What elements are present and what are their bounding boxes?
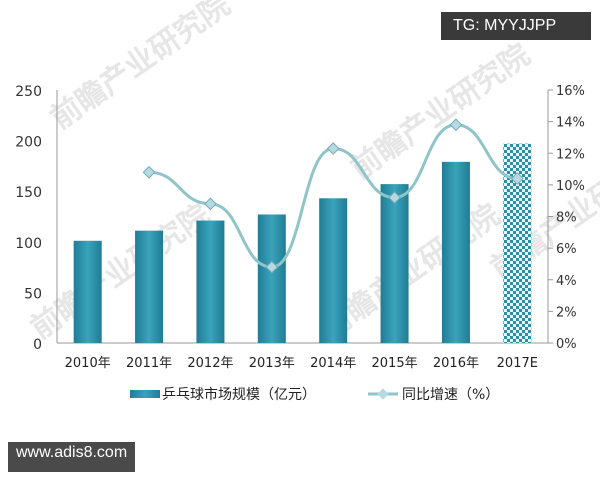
right-tick-label: 16% (556, 84, 585, 99)
growth-point (326, 142, 340, 155)
right-tick-label: 10% (556, 179, 585, 194)
bar-2014年 (319, 198, 348, 343)
x-tick-label: 2012年 (187, 356, 233, 371)
right-tick-label: 8% (556, 211, 577, 226)
site-badge: www.adis8.com (8, 442, 136, 472)
x-tick-label: 2011年 (126, 356, 172, 371)
right-tick-label: 4% (556, 274, 577, 289)
growth-point (204, 197, 217, 211)
right-tick-label: 6% (556, 242, 577, 257)
bar-2015年 (380, 184, 409, 343)
x-tick-label: 2010年 (65, 356, 111, 371)
growth-point (449, 118, 463, 132)
growth-point (142, 165, 156, 179)
watermark: 前瞻产业研究院 (45, 0, 237, 137)
left-tick-label: 200 (15, 135, 42, 151)
growth-point (510, 172, 524, 185)
watermark: 前瞻产业研究院 (25, 197, 217, 346)
x-tick-label: 2014年 (310, 356, 356, 371)
left-tick-label: 250 (15, 84, 42, 100)
left-tick-label: 50 (24, 286, 42, 302)
tg-badge: TG: MYYJJPP (441, 12, 591, 40)
bar-2010年 (73, 240, 102, 343)
left-tick-label: 100 (15, 236, 42, 252)
growth-point (388, 191, 401, 204)
bar-2013年 (257, 214, 286, 343)
left-tick-label: 150 (15, 185, 42, 201)
x-tick-label: 2016年 (433, 356, 479, 371)
bar-2012年 (196, 220, 225, 343)
growth-point (265, 260, 279, 274)
right-tick-label: 14% (556, 116, 585, 131)
legend-bar-swatch (130, 390, 160, 398)
x-tick-label: 2015年 (372, 356, 418, 371)
right-tick-label: 2% (556, 305, 577, 320)
legend-bar-label: 乒乓球市场规模（亿元） (162, 386, 316, 403)
legend-line-label: 同比增速（%） (402, 387, 499, 403)
bar-2016年 (441, 161, 470, 343)
left-tick-label: 0 (33, 337, 42, 353)
right-tick-label: 0% (556, 337, 577, 352)
right-tick-label: 12% (556, 147, 585, 162)
x-tick-label: 2017E (497, 356, 538, 371)
bar-2011年 (135, 230, 164, 343)
legend-line-marker (377, 388, 389, 400)
x-tick-label: 2013年 (249, 356, 295, 371)
